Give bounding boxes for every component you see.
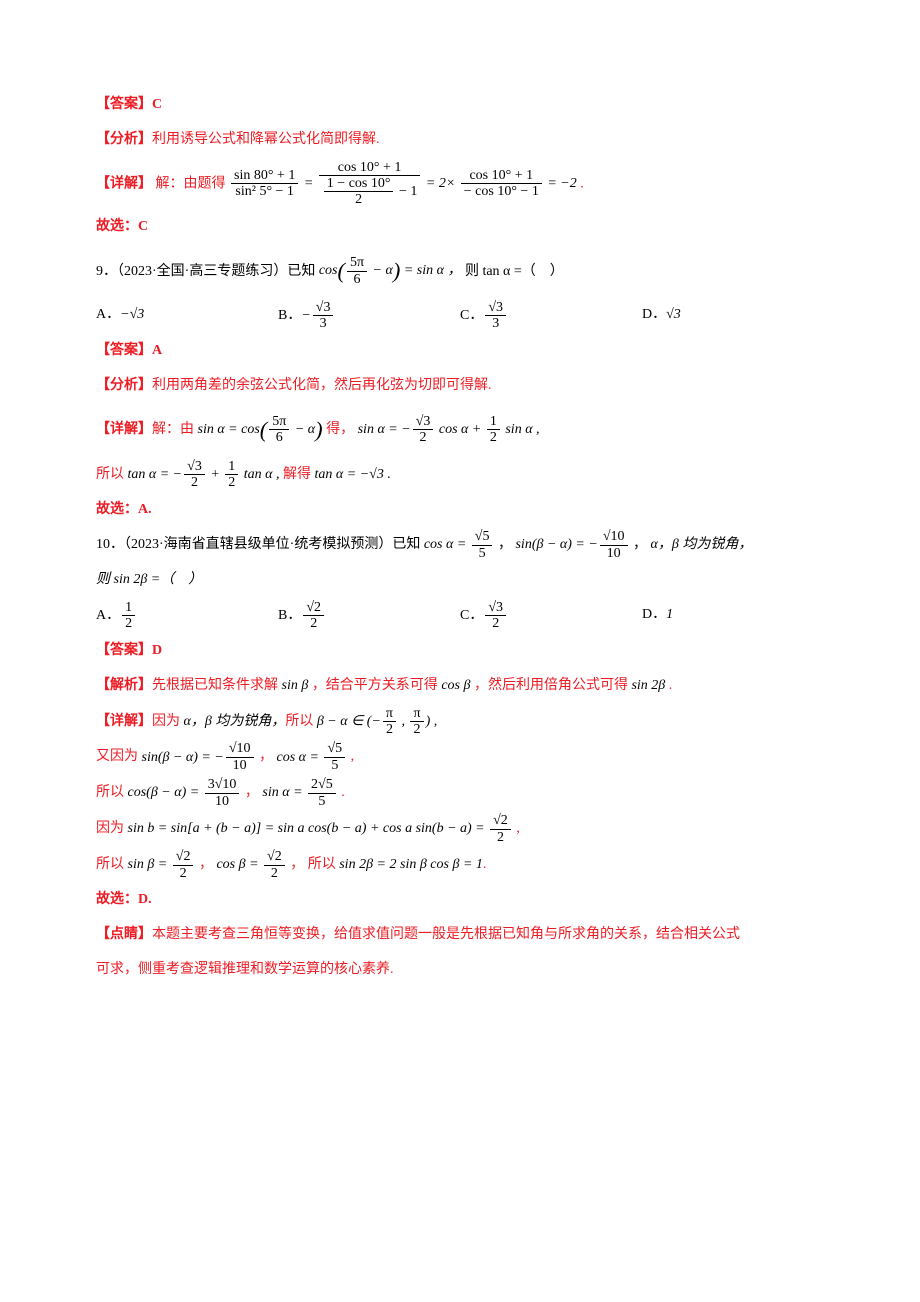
q10-opt-d[interactable]: D．1 [642,600,824,632]
q10-d3: 所以 cos(β − α) = 3√1010 ， sin α = 2√55 . [96,777,824,809]
q10-point-1: 【点睛】本题主要考查三角恒等变换，给值求值问题一般是先根据已知角与所求角的关系，… [96,920,824,951]
q10-opt-a[interactable]: A．12 [96,600,278,632]
analysis-8: 【分析】利用诱导公式和降幂公式化简即得解. [96,125,824,156]
q10-d1: 【详解】因为 α，β 均为锐角，所以 β − α ∈ (−π2 , π2) , [96,706,824,738]
q10-stem-2: 则 sin 2β =（ ） [96,565,824,596]
select-8: 故选：C [96,212,824,243]
detail-8: 【详解】 解：由题得 sin 80° + 1sin² 5° − 1 = cos … [96,160,824,208]
q9-opt-b[interactable]: B．−√33 [278,300,460,332]
q9-detail-1: 【详解】解：由 sin α = cos(5π6 − α) 得， sin α = … [96,405,824,454]
q9-select: 故选：A. [96,495,824,526]
q9-stem: 9．（2023·全国·高三专题练习）已知 cos(5π6 − α) = sin … [96,247,824,296]
q9-answer: 【答案】A [96,343,162,358]
q10-point-2: 可求，侧重考查逻辑推理和数学运算的核心素养. [96,955,824,986]
q10-stem-1: 10．（2023·海南省直辖县级单位·统考模拟预测）已知 cos α = √55… [96,529,824,561]
answer-label: 【答案】C [96,97,162,112]
q10-select: 故选：D. [96,885,824,916]
q10-opt-c[interactable]: C．√32 [460,600,642,632]
q9-options: A．−√3 B．−√33 C．√33 D．√3 [96,300,824,332]
q10-parse: 【解析】先根据已知条件求解 sin β ，结合平方关系可得 cos β ，然后利… [96,671,824,702]
q10-d4: 因为 sin b = sin[a + (b − a)] = sin a cos(… [96,813,824,845]
q10-d5: 所以 sin β = √22 ， cos β = √22 ， 所以 sin 2β… [96,849,824,881]
q10-answer: 【答案】D [96,643,162,658]
q9-detail-2: 所以 tan α = −√32 + 12 tan α , 解得 tan α = … [96,459,824,491]
q10-options: A．12 B．√22 C．√32 D．1 [96,600,824,632]
q9-opt-d[interactable]: D．√3 [642,300,824,332]
q10-opt-b[interactable]: B．√22 [278,600,460,632]
q10-d2: 又因为 sin(β − α) = −√1010 ， cos α = √55 , [96,741,824,773]
q9-opt-a[interactable]: A．−√3 [96,300,278,332]
q9-analysis: 【分析】利用两角差的余弦公式化简，然后再化弦为切即可得解. [96,371,824,402]
q9-opt-c[interactable]: C．√33 [460,300,642,332]
